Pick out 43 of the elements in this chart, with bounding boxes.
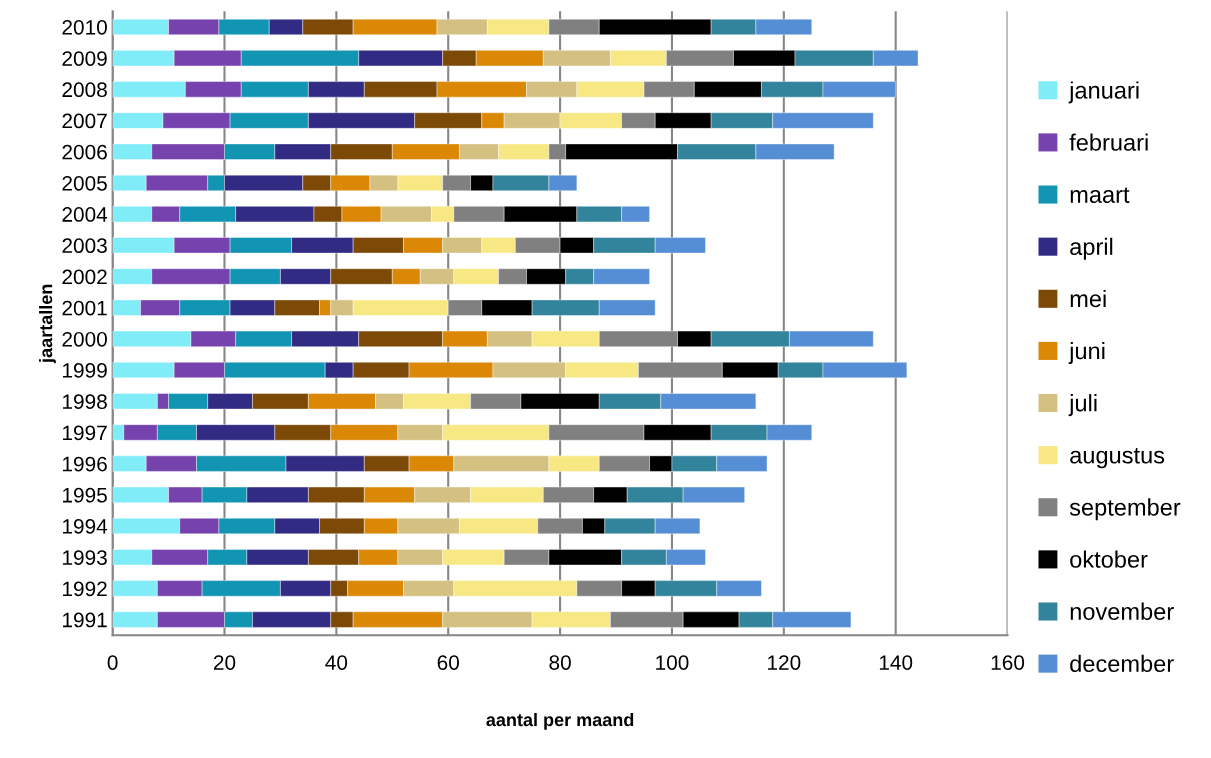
y-tick-label: 1996 xyxy=(63,456,107,472)
x-tick-label: 80 xyxy=(549,655,571,670)
legend-label: september xyxy=(1069,498,1181,521)
legend-label: februari xyxy=(1069,133,1148,151)
y-tick-label: 1999 xyxy=(63,363,107,378)
y-tick-label: 1997 xyxy=(63,425,107,441)
y-tick-label: 2005 xyxy=(62,175,107,191)
legend-label: maart xyxy=(1070,187,1130,203)
y-tick-label: 1995 xyxy=(63,487,107,503)
y-axis-title: jaartallen xyxy=(39,284,56,364)
legend-label: augustus xyxy=(1070,448,1165,469)
x-tick-label: 20 xyxy=(213,655,236,670)
x-tick-label: 100 xyxy=(656,655,689,670)
y-tick-label: 2006 xyxy=(62,144,107,160)
y-tick-label: 1993 xyxy=(63,550,107,565)
legend-label: oktober xyxy=(1070,550,1148,568)
x-tick-label: 0 xyxy=(107,655,118,670)
y-tick-label: 2010 xyxy=(62,19,107,35)
y-tick-label: 2009 xyxy=(62,51,107,66)
legend-label: januari xyxy=(1068,81,1139,104)
x-tick-label: 40 xyxy=(325,655,348,670)
y-tick-label: 1992 xyxy=(63,581,107,597)
y-tick-label: 2002 xyxy=(62,269,107,285)
y-tick-label: 2003 xyxy=(62,238,107,254)
x-tick-label: 60 xyxy=(437,655,459,670)
y-tick-label: 2001 xyxy=(62,300,107,316)
legend-label: november xyxy=(1070,602,1174,620)
y-tick-label: 2008 xyxy=(62,82,107,98)
legend-label: mei xyxy=(1070,289,1106,308)
legend-label: juli xyxy=(1068,394,1097,417)
x-tick-label: 120 xyxy=(768,655,801,670)
y-tick-label: 2007 xyxy=(62,113,107,129)
legend-label: december xyxy=(1070,654,1174,673)
x-tick-label: 160 xyxy=(991,655,1025,670)
y-tick-label: 2004 xyxy=(62,207,108,222)
legend-label: juni xyxy=(1068,342,1105,365)
y-tick-label: 1998 xyxy=(63,394,107,410)
y-tick-label: 1991 xyxy=(63,612,107,628)
legend-label: april xyxy=(1070,237,1113,260)
y-tick-label: 1994 xyxy=(63,519,108,534)
x-tick-label: 140 xyxy=(879,655,913,670)
x-axis-title: aantal per maand xyxy=(486,712,634,730)
y-tick-label: 2000 xyxy=(62,331,107,347)
